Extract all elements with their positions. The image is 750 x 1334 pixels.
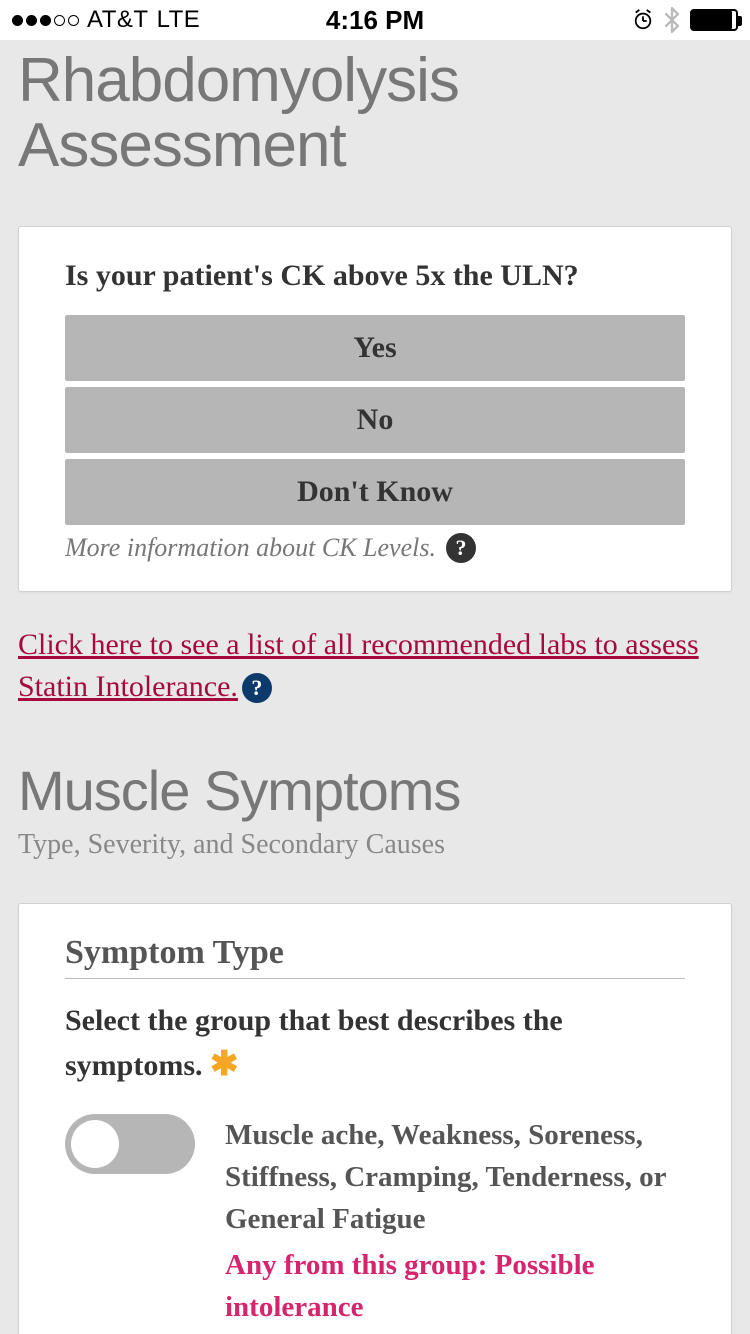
carrier-label: AT&T [87, 6, 149, 34]
required-asterisk-icon: ✱ [210, 1046, 239, 1083]
symptom-type-card: Symptom Type Select the group that best … [18, 903, 732, 1334]
help-icon[interactable]: ? [242, 673, 272, 703]
page-content: Rhabdomyolysis Assessment Is your patien… [0, 48, 750, 1334]
ck-more-info: More information about CK Levels. ? [65, 533, 685, 563]
status-left: AT&T LTE [12, 6, 200, 34]
help-icon[interactable]: ? [446, 533, 476, 563]
page-title: Rhabdomyolysis Assessment [18, 48, 732, 178]
muscle-symptoms-header: Muscle Symptoms Type, Severity, and Seco… [18, 758, 732, 861]
symptom-option-1-note: Any from this group: Possible intoleranc… [225, 1244, 685, 1328]
status-right [632, 7, 738, 33]
symptom-type-heading: Symptom Type [65, 934, 685, 979]
labs-link[interactable]: Click here to see a list of all recommen… [18, 628, 699, 703]
ck-option-yes[interactable]: Yes [65, 315, 685, 381]
symptom-option-1-label: Muscle ache, Weakness, Soreness, Stiffne… [225, 1114, 685, 1240]
symptom-option-1: Muscle ache, Weakness, Soreness, Stiffne… [225, 1114, 685, 1328]
battery-icon [690, 9, 738, 31]
clock-label: 4:16 PM [326, 5, 424, 36]
signal-strength-icon [12, 15, 79, 26]
symptom-prompt-text: Select the group that best describes the… [65, 1004, 563, 1082]
bluetooth-icon [664, 7, 680, 33]
ck-option-no[interactable]: No [65, 387, 685, 453]
ck-more-info-text: More information about CK Levels. [65, 533, 436, 563]
ck-question-card: Is your patient's CK above 5x the ULN? Y… [18, 226, 732, 592]
section-subtitle: Type, Severity, and Secondary Causes [18, 829, 732, 861]
section-title: Muscle Symptoms [18, 758, 732, 823]
network-label: LTE [157, 6, 201, 34]
symptom-option-row: Muscle ache, Weakness, Soreness, Stiffne… [65, 1114, 685, 1328]
ck-question-text: Is your patient's CK above 5x the ULN? [65, 259, 685, 293]
labs-link-block: Click here to see a list of all recommen… [18, 624, 732, 708]
symptom-toggle-1[interactable] [65, 1114, 195, 1174]
symptom-type-prompt: Select the group that best describes the… [65, 1001, 685, 1087]
ios-status-bar: AT&T LTE 4:16 PM [0, 0, 750, 40]
alarm-icon [632, 9, 654, 31]
ck-option-dontknow[interactable]: Don't Know [65, 459, 685, 525]
